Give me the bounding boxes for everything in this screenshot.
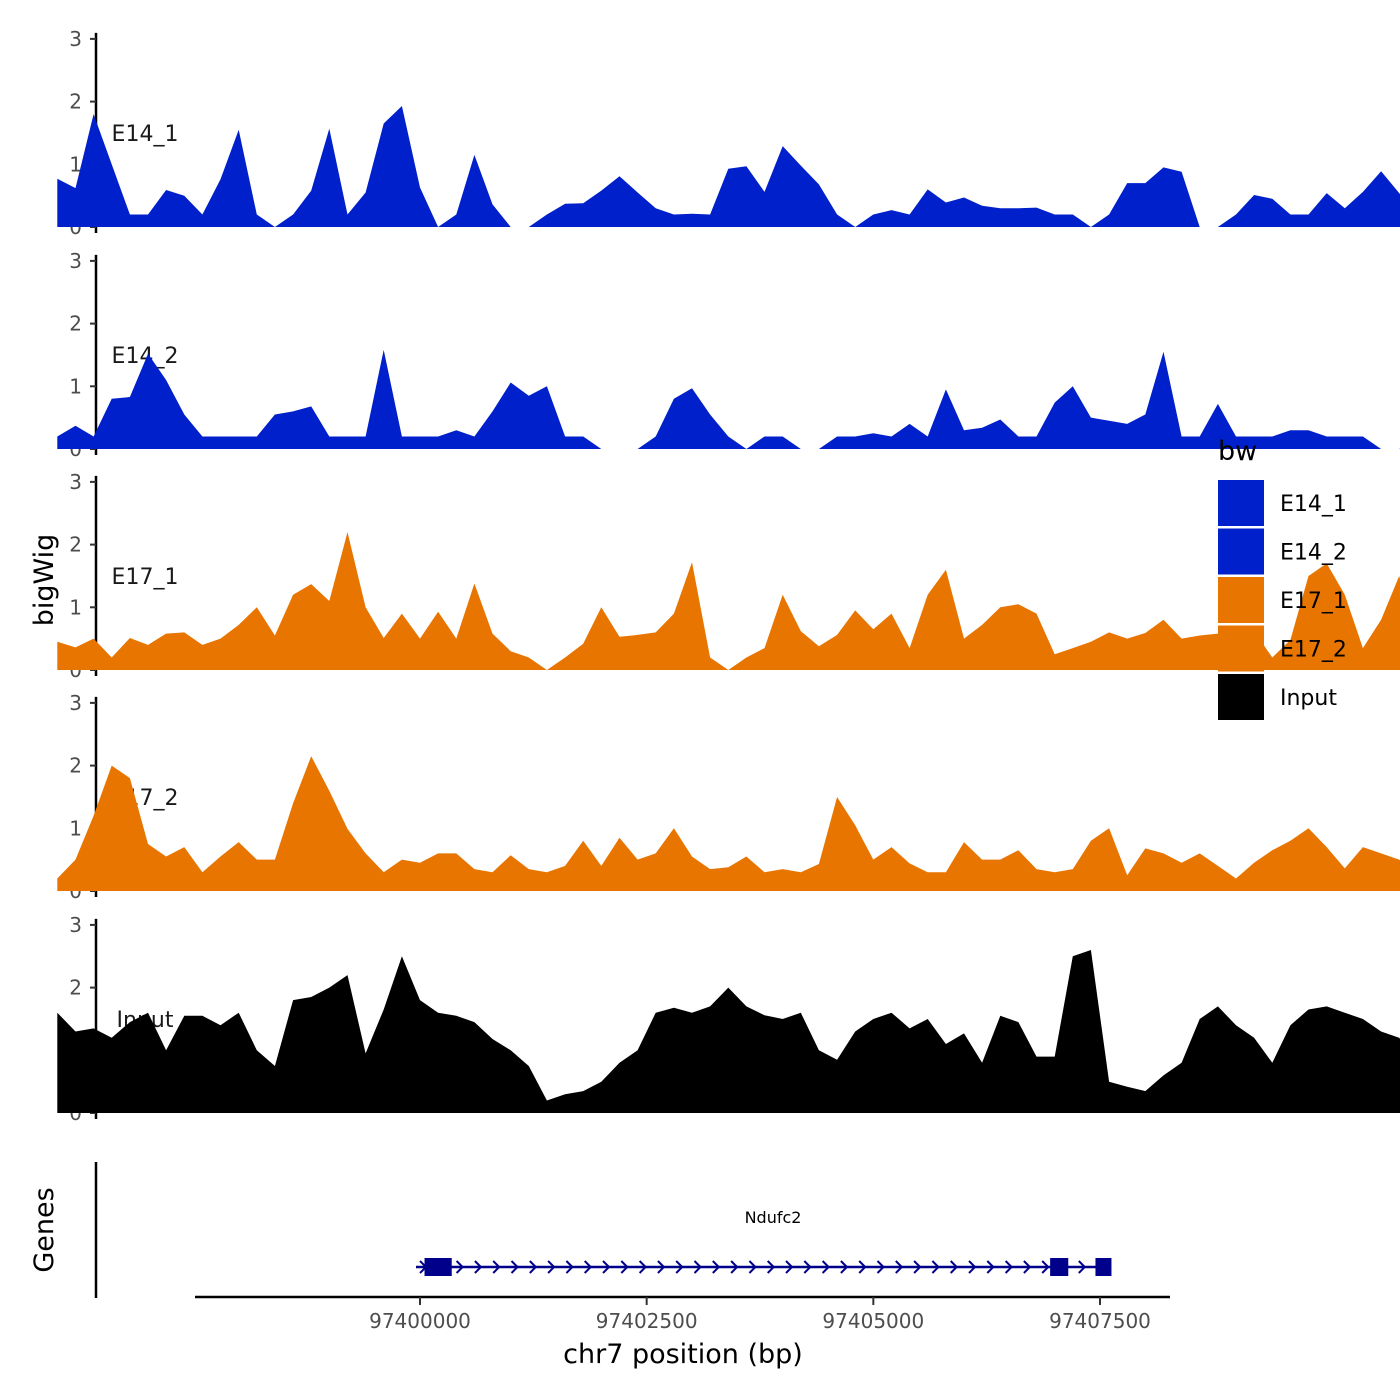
- strand-arrow: [895, 1260, 904, 1274]
- y-tick-label: 1: [69, 595, 82, 619]
- track-E14_2: 0123E14_2: [57, 249, 1400, 461]
- gene-exon: [1050, 1258, 1069, 1276]
- legend-label-E14_1: E14_1: [1280, 492, 1347, 517]
- gene-exon: [1095, 1258, 1112, 1276]
- strand-arrow: [712, 1260, 721, 1274]
- area-E17_2: [57, 756, 1400, 891]
- legend-title: bw: [1218, 436, 1257, 467]
- strand-arrow: [455, 1260, 465, 1274]
- y-tick-label: 1: [69, 816, 82, 840]
- gene-name-label: Ndufc2: [745, 1208, 802, 1227]
- y-tick-label: 2: [69, 976, 82, 1000]
- legend: bw E14_1 E14_2 E17_1 E17_2 Input: [1218, 436, 1347, 720]
- strand-arrow: [785, 1260, 794, 1274]
- x-tick-label: 97405000: [822, 1309, 924, 1333]
- strand-arrow: [766, 1260, 776, 1274]
- strand-arrow: [1041, 1260, 1050, 1274]
- x-tick-label: 97402500: [596, 1309, 698, 1333]
- strand-arrow: [949, 1260, 959, 1274]
- area-E17_1: [57, 532, 1400, 670]
- legend-label-Input: Input: [1280, 686, 1337, 711]
- y-tick-label: 3: [69, 470, 82, 494]
- strand-arrow: [968, 1260, 977, 1274]
- y-tick-label: 3: [69, 913, 82, 937]
- gene-exon: [424, 1258, 452, 1276]
- y-tick-label: 3: [69, 691, 82, 715]
- strand-arrow: [1004, 1260, 1014, 1274]
- strand-arrow: [547, 1260, 556, 1274]
- y-tick-label: 1: [69, 152, 82, 176]
- legend-label-E17_2: E17_2: [1280, 638, 1347, 663]
- strand-arrow: [638, 1260, 648, 1274]
- strand-arrow: [510, 1260, 519, 1274]
- y-tick-label: 2: [69, 90, 82, 114]
- strand-arrow: [492, 1260, 501, 1274]
- track-E17_2: 0123E17_2: [57, 691, 1400, 903]
- legend-swatch-E17_1: [1218, 577, 1264, 623]
- area-E14_1: [57, 106, 1400, 227]
- area-E14_2: [57, 349, 1400, 449]
- strand-arrow: [1078, 1260, 1087, 1274]
- y-axis-title: bigWig: [29, 534, 60, 627]
- track-E14_1: 0123E14_1: [57, 27, 1400, 239]
- gene-track: Genes Ndufc2: [29, 1162, 1112, 1298]
- strand-arrow: [675, 1260, 684, 1274]
- gene-track-title: Genes: [29, 1187, 60, 1272]
- strand-arrow: [474, 1260, 483, 1274]
- legend-label-E17_1: E17_1: [1280, 589, 1347, 614]
- legend-swatch-E17_2: [1218, 625, 1264, 672]
- x-axis: chr7 position (bp) 97400000 97402500 97405…: [195, 1295, 1170, 1370]
- y-tick-label: 2: [69, 533, 82, 557]
- strand-arrow: [986, 1260, 995, 1274]
- strand-arrow: [693, 1260, 702, 1274]
- y-tick-label: 3: [69, 249, 82, 273]
- strand-arrow: [620, 1260, 629, 1274]
- strand-arrow: [803, 1260, 812, 1274]
- strand-arrow: [931, 1260, 940, 1274]
- x-axis-title: chr7 position (bp): [563, 1339, 803, 1370]
- y-tick-label: 2: [69, 754, 82, 778]
- strand-arrow: [529, 1260, 538, 1274]
- strand-arrow: [858, 1260, 867, 1274]
- legend-label-E14_2: E14_2: [1280, 541, 1347, 566]
- legend-swatch-E14_2: [1218, 528, 1264, 575]
- x-tick-label: 97407500: [1049, 1309, 1151, 1333]
- y-tick-label: 2: [69, 312, 82, 336]
- strand-arrow: [1023, 1260, 1032, 1274]
- strand-arrow: [913, 1260, 922, 1274]
- strand-arrow: [583, 1260, 593, 1274]
- track-Input: 0123Input: [57, 913, 1400, 1125]
- strand-arrow: [730, 1260, 739, 1274]
- strand-arrow: [821, 1260, 831, 1274]
- strand-arrow: [876, 1260, 885, 1274]
- strand-arrow: [657, 1260, 666, 1274]
- strand-arrow: [748, 1260, 757, 1274]
- tracks-layer: 0123E14_10123E14_20123E17_10123E17_20123…: [57, 27, 1400, 1125]
- strand-arrow: [602, 1260, 611, 1274]
- track-label-E17_1: E17_1: [112, 565, 179, 590]
- legend-swatch-Input: [1218, 674, 1264, 720]
- area-Input: [57, 950, 1400, 1113]
- strand-arrow: [840, 1260, 849, 1274]
- y-tick-label: 3: [69, 27, 82, 51]
- track-label-E14_1: E14_1: [112, 122, 179, 147]
- legend-swatch-E14_1: [1218, 480, 1264, 526]
- x-tick-label: 97400000: [369, 1309, 471, 1333]
- y-tick-label: 1: [69, 374, 82, 398]
- track-E17_1: 0123E17_1: [57, 470, 1400, 682]
- strand-arrow: [565, 1260, 574, 1274]
